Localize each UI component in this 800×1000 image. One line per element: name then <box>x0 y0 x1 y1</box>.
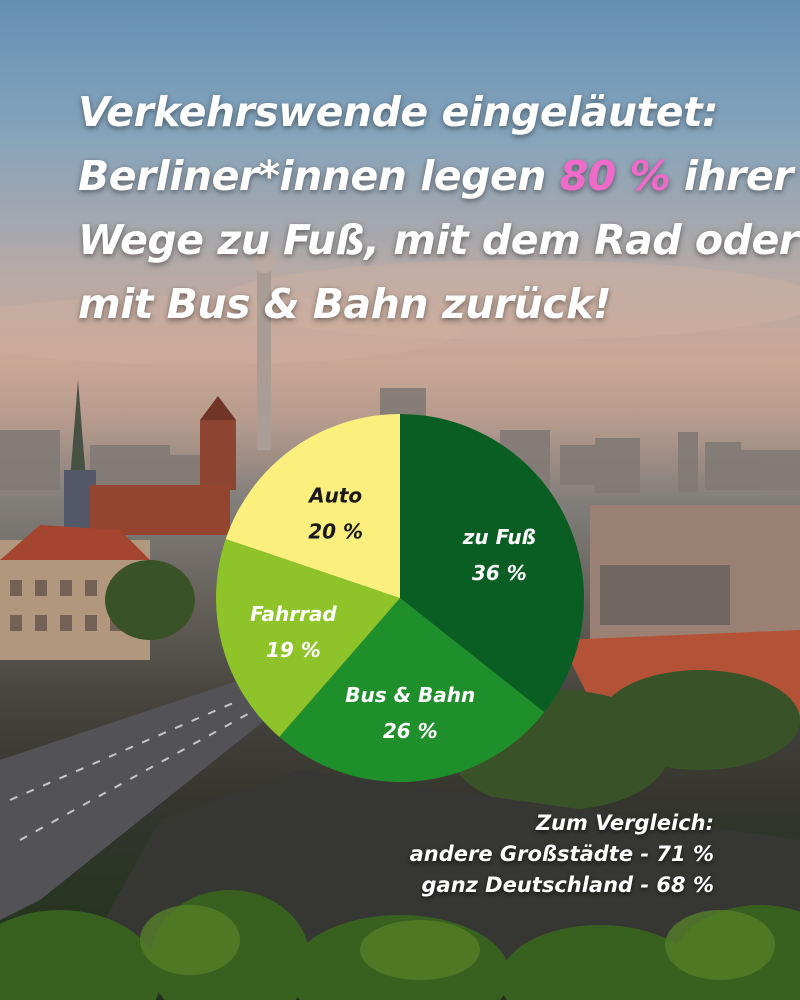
headline-highlight-80-percent: 80 % <box>559 152 671 200</box>
pie-label-fahrrad: Fahrrad <box>250 602 337 626</box>
pie-value-zu-fuss: 36 % <box>472 561 527 585</box>
comparison-box: Zum Vergleich: andere Großstädte - 71 % … <box>410 808 714 901</box>
headline-line-4: mit Bus & Bahn zurück! <box>78 280 612 328</box>
headline-line-2-post: ihrer <box>670 152 793 200</box>
comparison-title: Zum Vergleich: <box>535 811 714 835</box>
headline: Verkehrswende eingeläutet: Berliner*inne… <box>78 80 799 336</box>
pie-value-bus-and-bahn: 26 % <box>383 719 438 743</box>
pie-label-zu-fuss: zu Fuß <box>462 525 536 549</box>
pie-label-auto: Auto <box>307 483 362 507</box>
pie-slice-bus-and-bahn <box>279 598 545 783</box>
highway <box>0 680 290 920</box>
pie-label-bus-and-bahn: Bus & Bahn <box>345 683 475 707</box>
town-hall-tower <box>200 420 236 490</box>
tv-tower <box>257 250 271 450</box>
pie-slice-auto <box>225 414 400 598</box>
pie-value-auto: 20 % <box>308 519 363 543</box>
comparison-line-1: andere Großstädte - 71 % <box>409 842 714 866</box>
pie-slice-zu-fuss <box>400 414 585 713</box>
pie-value-fahrrad: 19 % <box>266 638 321 662</box>
headline-line-3: Wege zu Fuß, mit dem Rad oder <box>78 216 799 264</box>
headline-line-1: Verkehrswende eingeläutet: <box>78 88 719 136</box>
comparison-line-2: ganz Deutschland - 68 % <box>421 873 714 897</box>
headline-line-2: Berliner*innen legen 80 % ihrer <box>78 144 793 208</box>
pie-slice-fahrrad <box>216 538 400 737</box>
church-spire <box>70 380 86 480</box>
headline-line-2-pre: Berliner*innen legen <box>78 152 560 200</box>
